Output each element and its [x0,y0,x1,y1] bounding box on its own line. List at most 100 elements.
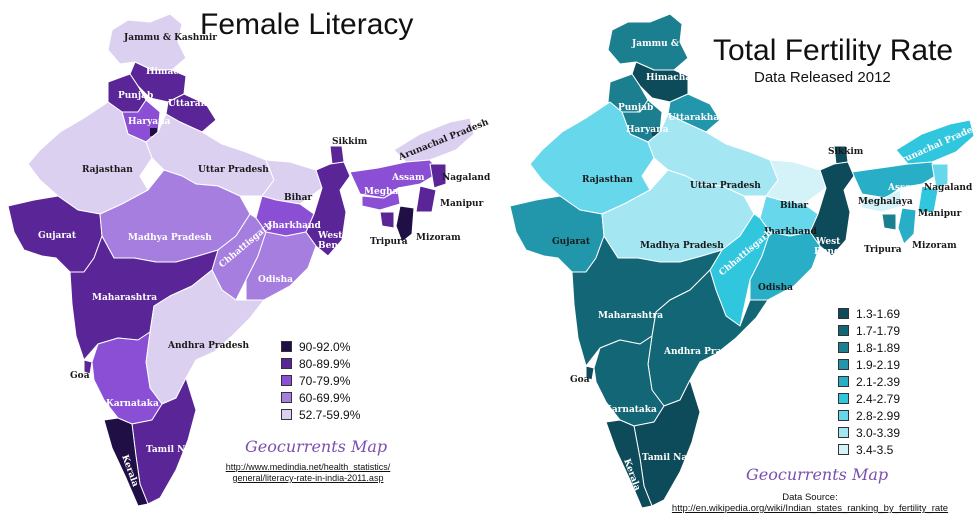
label-maharashtra: Maharashtra [92,293,157,303]
legend-label: 80-89.9% [299,356,351,371]
legend-swatch [838,325,849,336]
data-source-heading: Data Source: [782,492,838,503]
label-jharkhand: Jharkhand [763,227,818,237]
state-manipur [917,185,939,213]
legend-swatch [838,376,849,387]
legend-item: 1.3-1.69 [838,305,900,322]
legend-swatch [838,359,849,370]
legend-item: 90-92.0% [281,338,360,355]
fertility-rate-title: Total Fertility Rate [713,34,954,67]
label-nagaland: Nagaland [442,173,491,183]
legend-item: 3.0-3.39 [838,424,900,441]
label-west-bengal-1: West [815,237,841,247]
state-assam [851,161,943,199]
label-mizoram: Mizoram [416,233,461,243]
label-jharkhand: Jharkhand [267,221,322,231]
source-url-line1[interactable]: http://www.medindia.net/health_statistic… [225,462,391,472]
label-madhya-pradesh: Madhya Pradesh [128,233,212,243]
fertility-rate-legend: 1.3-1.69 1.7-1.79 1.8-1.89 1.9-2.19 2.1-… [838,305,900,458]
state-tripura [379,211,395,229]
label-haryana: Haryana [128,117,171,127]
legend-label: 3.4-3.5 [856,442,894,457]
legend-item: 1.8-1.89 [838,339,900,356]
state-west-bengal [305,161,351,257]
state-manipur [415,185,437,213]
label-karnataka: Karnataka [106,399,159,409]
fertility-rate-labels: Jammu & Kashmir Himachal Pradesh Punjab … [552,39,974,492]
label-uttarakhand: Uttarakhand [668,113,733,123]
label-uttar-pradesh: Uttar Pradesh [198,165,269,175]
legend-swatch [281,358,292,369]
state-assam [349,159,441,199]
label-tripura: Tripura [864,245,902,255]
state-karnataka [593,335,665,427]
label-himachal: Himachal Pradesh [646,73,739,83]
label-haryana: Haryana [626,125,669,135]
label-odisha: Odisha [758,283,793,293]
source-link[interactable]: http://www.medindia.net/health_statistic… [218,462,398,484]
state-goa [585,365,595,381]
state-meghalaya [361,189,401,211]
legend-item: 3.4-3.5 [838,441,900,458]
legend-label: 1.3-1.69 [856,306,901,321]
legend-label: 70-79.9% [299,373,351,388]
label-karnataka: Karnataka [604,405,657,415]
label-goa: Goa [70,371,90,381]
state-odisha [749,231,821,301]
state-nagaland [931,163,949,189]
legend-item: 80-89.9% [281,355,360,372]
label-manipur: Manipur [918,209,962,219]
label-rajasthan: Rajasthan [82,165,133,175]
legend-label: 2.1-2.39 [856,374,901,389]
state-mizoram [897,207,917,245]
state-nagaland [429,163,447,189]
label-west-bengal-2: Bengal [814,247,850,257]
source-url[interactable]: http://en.wikipedia.org/wiki/Indian_stat… [671,503,949,514]
label-maharashtra: Maharashtra [598,311,663,321]
female-literacy-legend: 90-92.0% 80-89.9% 70-79.9% 60-69.9% 52.7… [281,338,360,423]
female-literacy-map [7,13,475,507]
legend-swatch [838,308,849,319]
legend-swatch [281,409,292,420]
legend-swatch [838,342,849,353]
state-tripura [881,213,897,231]
label-sikkim: Sikkim [828,147,864,157]
state-rajasthan [27,101,153,215]
label-uttar-pradesh: Uttar Pradesh [690,181,761,191]
legend-swatch [838,410,849,421]
label-andhra: Andhra Pradesh [167,341,249,351]
label-nagaland: Nagaland [924,183,973,193]
label-assam: Assam [887,183,921,193]
legend-item: 1.9-2.19 [838,356,900,373]
label-west-bengal-2: Bengal [318,241,354,251]
label-goa: Goa [570,375,590,385]
data-source: Data Source: http://en.wikipedia.org/wik… [670,492,950,514]
legend-item: 2.8-2.99 [838,407,900,424]
label-meghalaya: Meghalaya [364,187,419,197]
label-bihar: Bihar [780,201,808,211]
legend-swatch [838,427,849,438]
source-url-line2[interactable]: general/literacy-rate-in-india-2011.asp [232,473,384,483]
state-meghalaya [859,189,903,213]
label-mizoram: Mizoram [912,241,957,251]
state-odisha [245,231,317,301]
legend-item: 2.1-2.39 [838,373,900,390]
label-sikkim: Sikkim [332,137,368,147]
label-tamil-nadu: Tamil Nadu [146,445,205,455]
label-odisha: Odisha [258,275,293,285]
state-jammu-kashmir [607,13,689,71]
state-sikkim [329,145,345,165]
legend-label: 3.0-3.39 [856,425,901,440]
state-goa [83,359,93,375]
legend-label: 1.8-1.89 [856,340,901,355]
legend-label: 52.7-59.9% [299,407,361,422]
state-mizoram [395,205,415,243]
label-rajasthan: Rajasthan [582,175,633,185]
state-kerala [103,417,149,507]
legend-swatch [838,444,849,455]
label-madhya-pradesh: Madhya Pradesh [640,241,724,251]
label-andhra: Andhra Pradesh [663,347,745,357]
legend-item: 52.7-59.9% [281,406,360,423]
legend-label: 60-69.9% [299,390,351,405]
